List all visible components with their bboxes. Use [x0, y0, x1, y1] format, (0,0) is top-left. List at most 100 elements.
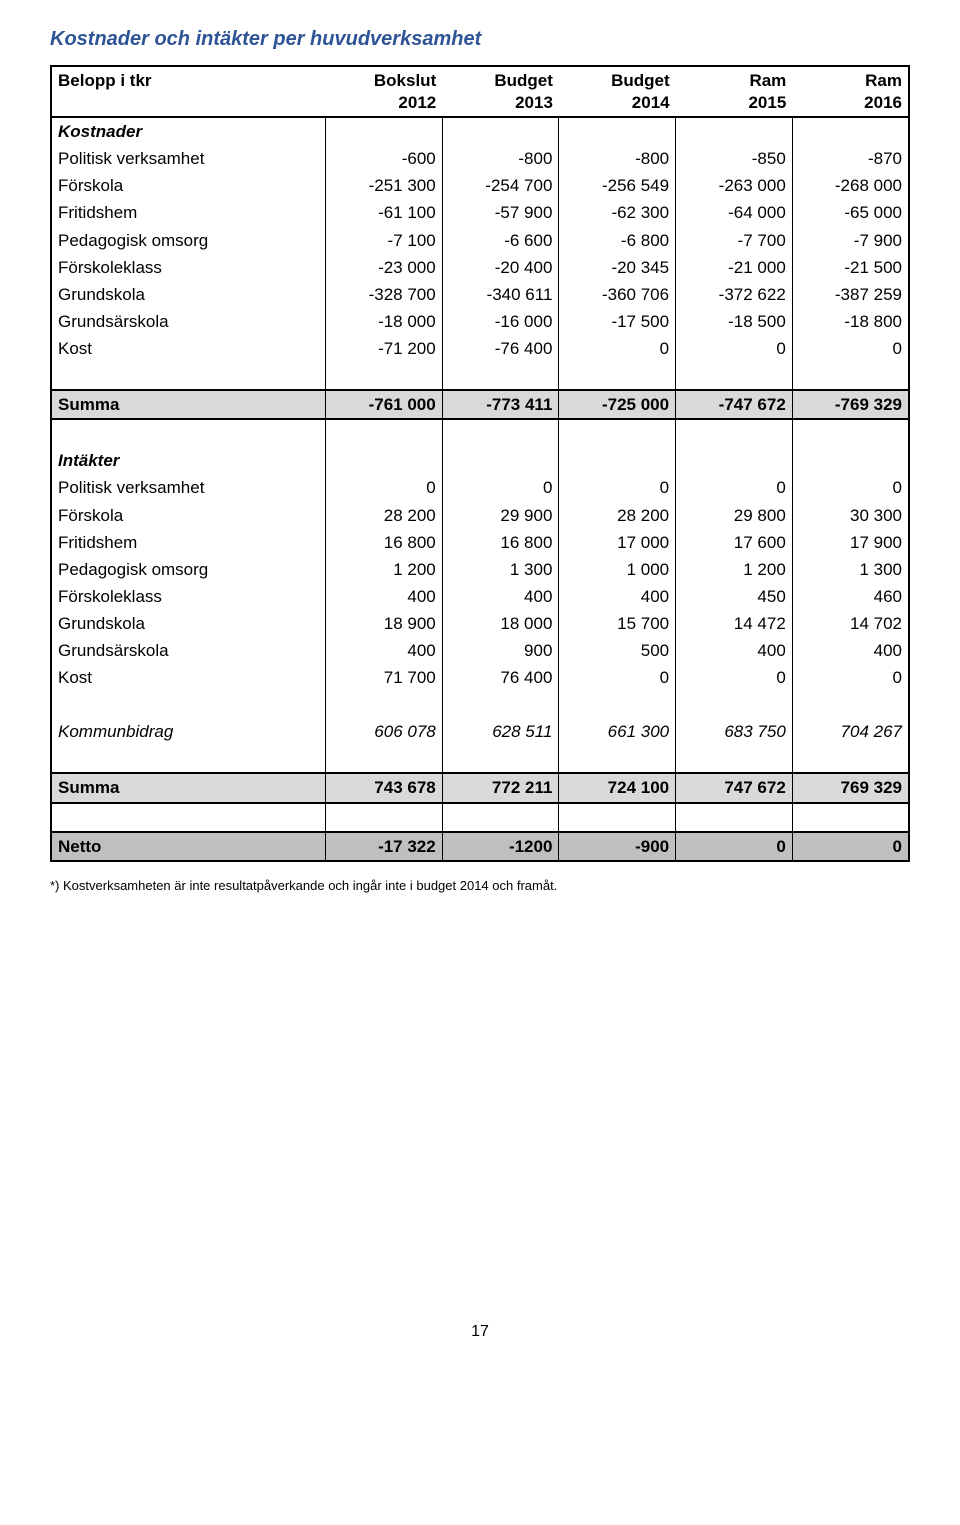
col-header-ram-2016: Ram2016	[792, 66, 909, 117]
kostnader-row-4-val-3: -21 000	[676, 254, 793, 281]
intakter-row-3-val-1: 1 300	[442, 556, 559, 583]
kostnader-row-6-val-3: -18 500	[676, 308, 793, 335]
kostnader-row-2-val-4: -65 000	[792, 199, 909, 226]
intakter-row-0-val-4: 0	[792, 474, 909, 501]
table-spacer	[51, 803, 909, 832]
spacer-cell	[676, 803, 793, 832]
intakter-row-5-label: Grundskola	[51, 610, 326, 637]
kostnader-row-1-val-1: -254 700	[442, 172, 559, 199]
intakter-row-3-val-4: 1 300	[792, 556, 909, 583]
kostnader-row-7-val-2: 0	[559, 335, 676, 362]
intakter-heading-val-0	[326, 447, 443, 474]
summa-kostnader-val-0: -761 000	[326, 390, 443, 419]
kostnader-row-2-val-0: -61 100	[326, 199, 443, 226]
intakter-row-7-val-0: 71 700	[326, 664, 443, 691]
kostnader-row-1-val-4: -268 000	[792, 172, 909, 199]
intakter-row-1-val-3: 29 800	[676, 502, 793, 529]
spacer-cell	[326, 419, 443, 447]
kostnader-row-5-label: Grundskola	[51, 281, 326, 308]
kostnader-row-4-val-1: -20 400	[442, 254, 559, 281]
kostnader-heading-label: Kostnader	[51, 117, 326, 145]
intakter-row-7-val-3: 0	[676, 664, 793, 691]
spacer-cell	[559, 362, 676, 390]
intakter-row-4-val-1: 400	[442, 583, 559, 610]
intakter-heading-val-4	[792, 447, 909, 474]
kostnader-row-4-val-0: -23 000	[326, 254, 443, 281]
spacer-cell	[559, 745, 676, 773]
kostnader-row-2-val-3: -64 000	[676, 199, 793, 226]
spacer-cell	[326, 691, 443, 718]
netto-row: Netto-17 322-1200-90000	[51, 832, 909, 861]
kostnader-heading: Kostnader	[51, 117, 909, 145]
intakter-row-1-label: Förskola	[51, 502, 326, 529]
kostnader-heading-val-3	[676, 117, 793, 145]
kostnader-heading-val-0	[326, 117, 443, 145]
kostnader-row-1-val-2: -256 549	[559, 172, 676, 199]
intakter-row-7-val-1: 76 400	[442, 664, 559, 691]
intakter-row-1-val-0: 28 200	[326, 502, 443, 529]
intakter-row-4-val-4: 460	[792, 583, 909, 610]
kostnader-row-6-label: Grundsärskola	[51, 308, 326, 335]
col-header-budget-2014: Budget2014	[559, 66, 676, 117]
intakter-row-3-val-0: 1 200	[326, 556, 443, 583]
summa-kostnader-val-1: -773 411	[442, 390, 559, 419]
intakter-row-3-val-3: 1 200	[676, 556, 793, 583]
summa-intakter-val-3: 747 672	[676, 773, 793, 802]
intakter-row-0-val-1: 0	[442, 474, 559, 501]
intakter-row-5-val-1: 18 000	[442, 610, 559, 637]
table-spacer	[51, 419, 909, 447]
kostnader-row-4: Förskoleklass-23 000-20 400-20 345-21 00…	[51, 254, 909, 281]
spacer-cell	[676, 362, 793, 390]
intakter-heading-val-1	[442, 447, 559, 474]
spacer-cell	[326, 362, 443, 390]
kostnader-row-3-val-3: -7 700	[676, 227, 793, 254]
spacer-cell	[326, 745, 443, 773]
intakter-row-6-val-4: 400	[792, 637, 909, 664]
summa-intakter: Summa743 678772 211724 100747 672769 329	[51, 773, 909, 802]
footnote: *) Kostverksamheten är inte resultatpåve…	[50, 878, 910, 893]
spacer-cell	[51, 745, 326, 773]
kostnader-heading-val-4	[792, 117, 909, 145]
intakter-row-2-label: Fritidshem	[51, 529, 326, 556]
intakter-row-1-val-1: 29 900	[442, 502, 559, 529]
kostnader-row-6-val-0: -18 000	[326, 308, 443, 335]
spacer-cell	[559, 419, 676, 447]
kommunbidrag-row-val-4: 704 267	[792, 718, 909, 745]
kostnader-row-5-val-2: -360 706	[559, 281, 676, 308]
summa-kostnader-val-4: -769 329	[792, 390, 909, 419]
kostnader-heading-val-1	[442, 117, 559, 145]
intakter-row-1-val-4: 30 300	[792, 502, 909, 529]
intakter-row-7: Kost71 70076 400000	[51, 664, 909, 691]
kostnader-row-1: Förskola-251 300-254 700-256 549-263 000…	[51, 172, 909, 199]
kostnader-row-0-val-4: -870	[792, 145, 909, 172]
page-number: 17	[50, 1323, 910, 1341]
spacer-cell	[792, 803, 909, 832]
spacer-cell	[51, 419, 326, 447]
table-spacer	[51, 362, 909, 390]
kostnader-row-7-val-0: -71 200	[326, 335, 443, 362]
summa-intakter-label: Summa	[51, 773, 326, 802]
kostnader-row-3-val-2: -6 800	[559, 227, 676, 254]
netto-row-val-2: -900	[559, 832, 676, 861]
spacer-cell	[51, 803, 326, 832]
summa-intakter-val-0: 743 678	[326, 773, 443, 802]
kostnader-row-0-label: Politisk verksamhet	[51, 145, 326, 172]
intakter-row-2: Fritidshem16 80016 80017 00017 60017 900	[51, 529, 909, 556]
kommunbidrag-row: Kommunbidrag606 078628 511661 300683 750…	[51, 718, 909, 745]
col-header-bokslut: Bokslut2012	[326, 66, 443, 117]
kostnader-row-4-label: Förskoleklass	[51, 254, 326, 281]
table-header-row: Belopp i tkr Bokslut2012 Budget2013 Budg…	[51, 66, 909, 117]
col-header-ram-2015: Ram2015	[676, 66, 793, 117]
kostnader-row-0-val-3: -850	[676, 145, 793, 172]
intakter-row-7-val-2: 0	[559, 664, 676, 691]
intakter-row-2-val-1: 16 800	[442, 529, 559, 556]
summa-kostnader-label: Summa	[51, 390, 326, 419]
intakter-row-0: Politisk verksamhet00000	[51, 474, 909, 501]
kostnader-row-0: Politisk verksamhet-600-800-800-850-870	[51, 145, 909, 172]
intakter-heading: Intäkter	[51, 447, 909, 474]
intakter-row-0-val-2: 0	[559, 474, 676, 501]
intakter-row-2-val-4: 17 900	[792, 529, 909, 556]
col-header-budget-2013: Budget2013	[442, 66, 559, 117]
kommunbidrag-row-val-3: 683 750	[676, 718, 793, 745]
kostnader-row-0-val-1: -800	[442, 145, 559, 172]
